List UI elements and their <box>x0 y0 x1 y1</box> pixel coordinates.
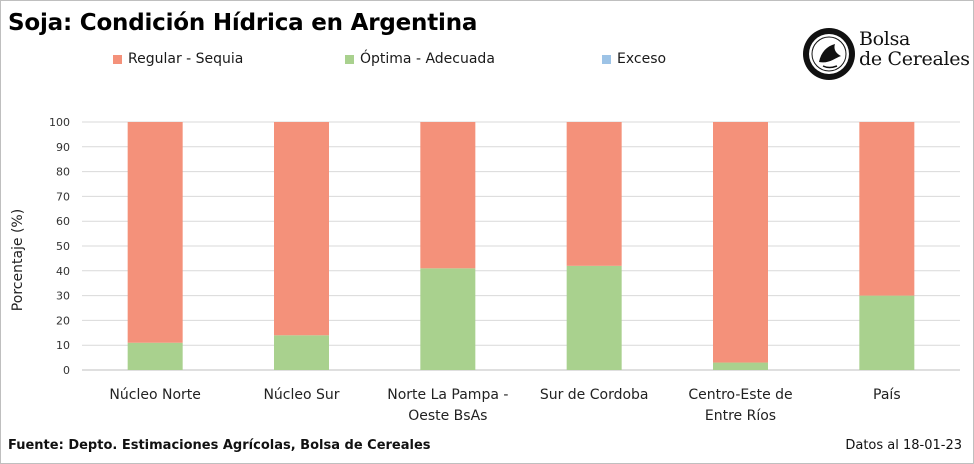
legend-swatch-regular <box>113 54 122 64</box>
logo-line-2: de Cereales <box>859 48 970 70</box>
bar-segment <box>127 122 183 343</box>
logo-text: Bolsa de Cereales <box>859 29 970 69</box>
legend-label-regular: Regular - Sequia <box>128 51 244 67</box>
legend-swatch-optima <box>345 54 354 64</box>
legend-item-regular: Regular - Sequia <box>113 51 243 67</box>
chart-legend: Regular - Sequia Óptima - Adecuada Exces… <box>0 51 974 71</box>
bar-segment <box>420 122 476 269</box>
bar-segment <box>713 362 768 370</box>
x-category-label: Núcleo Norte <box>109 387 200 403</box>
legend-item-optima: Óptima - Adecuada <box>345 51 495 67</box>
legend-label-exceso: Exceso <box>617 51 667 67</box>
legend-label-optima: Óptima - Adecuada <box>360 51 495 67</box>
legend-item-exceso: Exceso <box>602 51 666 67</box>
bar-segment <box>713 122 768 363</box>
bars <box>127 122 915 370</box>
bar-segment <box>859 122 915 296</box>
x-category-label: Norte La Pampa - <box>387 387 508 403</box>
source-note: Fuente: Depto. Estimaciones Agrícolas, B… <box>8 438 431 453</box>
x-category-label: País <box>873 387 901 403</box>
y-tick-label: 0 <box>63 364 70 377</box>
bar-segment <box>859 295 915 370</box>
y-axis-label: Porcentaje (%) <box>10 209 26 311</box>
logo-seal-icon <box>803 28 855 80</box>
y-tick-label: 30 <box>56 290 70 303</box>
bar-segment <box>420 268 476 370</box>
bar-segment <box>274 335 329 370</box>
x-category-label: Centro-Este de <box>688 387 792 403</box>
x-category-label: Sur de Cordoba <box>540 387 649 403</box>
y-tick-label: 20 <box>56 314 70 327</box>
y-tick-label: 70 <box>56 190 70 203</box>
bolsa-de-cereales-logo: Bolsa de Cereales <box>801 26 970 82</box>
y-tick-label: 80 <box>56 166 70 179</box>
chart-title: Soja: Condición Hídrica en Argentina <box>8 10 478 36</box>
x-category-label: Entre Ríos <box>705 408 776 424</box>
bar-segment <box>127 342 183 370</box>
bar-segment <box>566 265 622 370</box>
bar-segment <box>274 122 329 336</box>
y-tick-label: 10 <box>56 339 70 352</box>
bar-segment <box>566 122 622 266</box>
axes: 0 10 20 30 40 50 60 70 80 90 100 Núcleo Norte Núcleo… <box>49 116 901 424</box>
legend-swatch-exceso <box>602 54 611 64</box>
y-tick-label: 100 <box>49 116 70 129</box>
y-tick-label: 40 <box>56 265 70 278</box>
y-tick-label: 50 <box>56 240 70 253</box>
y-tick-label: 60 <box>56 215 70 228</box>
x-category-label: Núcleo Sur <box>263 387 339 403</box>
y-tick-label: 90 <box>56 141 70 154</box>
data-date: Datos al 18-01-23 <box>845 438 962 453</box>
x-category-label: Oeste BsAs <box>408 408 487 424</box>
logo-line-1: Bolsa <box>859 28 911 50</box>
gridlines <box>82 121 960 371</box>
